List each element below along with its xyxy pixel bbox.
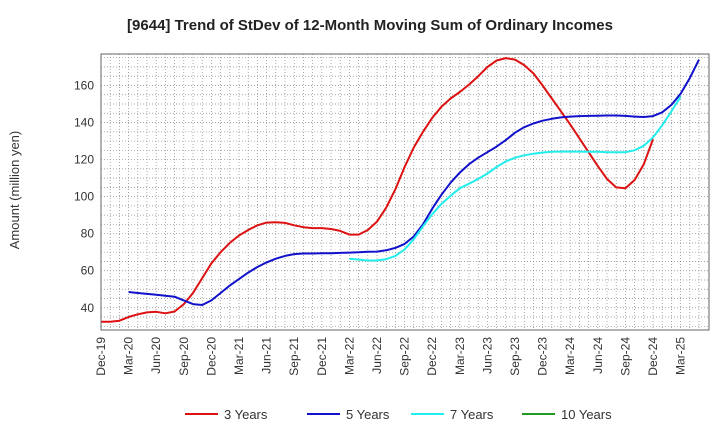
x-tick-label: Sep-21 [287,337,301,376]
y-tick-label: 120 [74,153,94,167]
y-tick-label: 140 [74,116,94,130]
x-tick-label: Mar-23 [453,337,467,375]
legend-label: 5 Years [346,407,390,422]
grid [101,54,709,330]
x-tick-label: Jun-21 [260,337,274,374]
x-tick-label: Sep-24 [618,337,632,376]
y-axis-label: Amount (million yen) [7,131,22,250]
legend-label: 3 Years [224,407,268,422]
legend: 3 Years 5 Years 7 Years 10 Years [185,407,612,422]
x-tick-label: Dec-23 [536,337,550,376]
y-tick-label: 60 [81,264,95,278]
x-tick-label: Jun-23 [480,337,494,374]
chart-title: [9644] Trend of StDev of 12-Month Moving… [127,17,613,34]
legend-label: 10 Years [561,407,612,422]
x-tick-label: Mar-21 [232,337,246,375]
x-tick-label: Jun-22 [370,337,384,374]
x-tick-label: Dec-24 [646,337,660,376]
series-line-5-years [128,59,700,306]
x-tick-label: Sep-22 [398,337,412,376]
y-ticks: 40 60 80 100 120 140 160 [74,78,94,314]
legend-label: 7 Years [450,407,494,422]
x-tick-label: Mar-24 [563,337,577,375]
x-tick-label: Dec-21 [315,337,329,376]
x-tick-label: Dec-20 [204,337,218,376]
x-tick-label: Dec-19 [94,337,108,376]
plot-frame [100,53,710,331]
x-tick-label: Mar-20 [122,337,136,375]
y-tick-label: 80 [81,227,95,241]
x-tick-label: Dec-22 [425,337,439,376]
y-tick-label: 40 [81,301,95,315]
series-line-3-years [101,57,654,323]
series-line-7-years [349,96,682,262]
y-tick-label: 160 [74,78,94,92]
x-tick-label: Mar-22 [342,337,356,375]
x-tick-label: Jun-20 [149,337,163,374]
x-tick-label: Mar-25 [674,337,688,375]
x-tick-label: Sep-20 [177,337,191,376]
series-lines [101,57,700,323]
y-tick-label: 100 [74,190,94,204]
x-tick-label: Sep-23 [508,337,522,376]
x-tick-label: Jun-24 [591,337,605,374]
x-ticks: Dec-19 Mar-20 Jun-20 Sep-20 Dec-20 Mar-21 Jun-… [94,337,688,376]
